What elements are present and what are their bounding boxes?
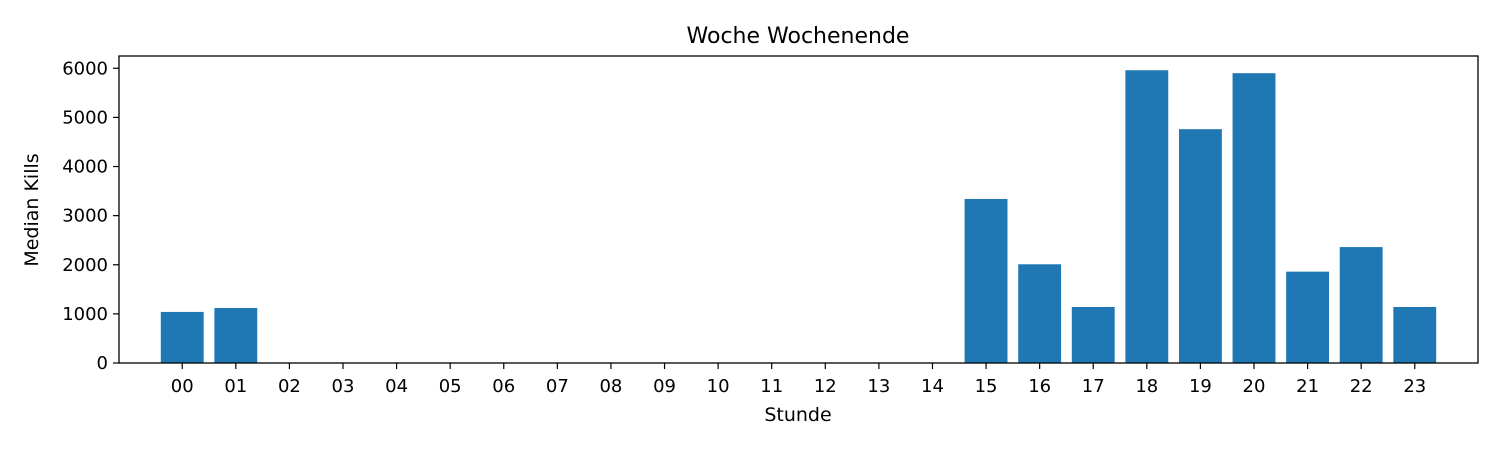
x-tick-label: 23: [1403, 376, 1426, 397]
bar-16: [1018, 264, 1062, 363]
y-axis-ticks: 0 1000 2000 3000 4000 5000 6000: [62, 58, 119, 374]
x-tick-label: 11: [760, 376, 783, 397]
x-tick-label: 17: [1082, 376, 1105, 397]
bar-series: [160, 70, 1437, 364]
y-tick-label: 5000: [62, 107, 108, 128]
bar-22: [1339, 247, 1383, 363]
x-axis-label: Stunde: [764, 404, 831, 426]
y-tick-label: 2000: [62, 255, 108, 276]
x-tick-label: 18: [1135, 376, 1158, 397]
x-tick-label: 20: [1243, 376, 1266, 397]
x-axis-ticks: 00 01 02 03 04 05 06 07 08 09 10 11 12 13 14 15 16 17 18 19…: [171, 363, 1426, 397]
x-tick-label: 19: [1189, 376, 1212, 397]
bar-01: [214, 307, 258, 363]
y-axis-label: Median Kills: [21, 153, 43, 266]
y-tick-label: 0: [97, 353, 108, 374]
x-tick-label: 12: [814, 376, 837, 397]
bar-19: [1178, 129, 1222, 363]
bar-20: [1232, 73, 1276, 363]
x-tick-label: 22: [1350, 376, 1373, 397]
bar-15: [964, 198, 1008, 363]
x-tick-label: 01: [224, 376, 247, 397]
x-tick-label: 00: [171, 376, 194, 397]
bar-17: [1071, 307, 1115, 363]
bar-00: [160, 311, 204, 363]
x-tick-label: 16: [1028, 376, 1051, 397]
x-tick-label: 04: [385, 376, 408, 397]
x-tick-label: 02: [278, 376, 301, 397]
y-tick-label: 4000: [62, 157, 108, 178]
x-tick-label: 06: [492, 376, 515, 397]
bar-18: [1125, 70, 1169, 364]
x-tick-label: 03: [332, 376, 355, 397]
x-tick-label: 09: [653, 376, 676, 397]
x-tick-label: 05: [439, 376, 462, 397]
y-tick-label: 6000: [62, 58, 108, 79]
x-tick-label: 21: [1296, 376, 1319, 397]
x-tick-label: 14: [921, 376, 944, 397]
y-tick-label: 1000: [62, 304, 108, 325]
chart-title: Woche Wochenende: [687, 24, 910, 49]
x-tick-label: 15: [975, 376, 998, 397]
plot-area-frame: [118, 55, 1479, 364]
x-tick-label: 13: [867, 376, 890, 397]
bar-21: [1286, 271, 1330, 363]
x-tick-label: 08: [599, 376, 622, 397]
bar-23: [1393, 307, 1437, 363]
y-tick-label: 3000: [62, 206, 108, 227]
x-tick-label: 10: [707, 376, 730, 397]
x-tick-label: 07: [546, 376, 569, 397]
